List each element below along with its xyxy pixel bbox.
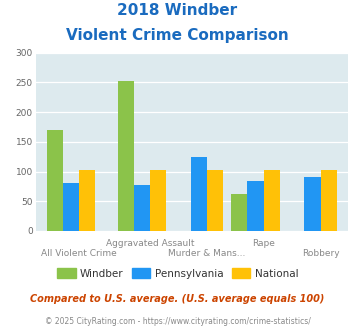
Bar bbox=[191, 157, 207, 231]
Text: Aggravated Assault: Aggravated Assault bbox=[106, 239, 195, 248]
Bar bbox=[150, 170, 166, 231]
Text: Robbery: Robbery bbox=[302, 249, 339, 258]
Text: Murder & Mans...: Murder & Mans... bbox=[168, 249, 246, 258]
Bar bbox=[207, 170, 223, 231]
Bar bbox=[47, 130, 63, 231]
Legend: Windber, Pennsylvania, National: Windber, Pennsylvania, National bbox=[53, 264, 302, 283]
Bar bbox=[304, 177, 321, 231]
Bar bbox=[118, 81, 134, 231]
Bar bbox=[231, 194, 247, 231]
Text: Violent Crime Comparison: Violent Crime Comparison bbox=[66, 28, 289, 43]
Bar bbox=[79, 170, 95, 231]
Bar bbox=[134, 185, 150, 231]
Text: Rape: Rape bbox=[252, 239, 275, 248]
Bar bbox=[247, 181, 264, 231]
Bar bbox=[63, 183, 79, 231]
Bar bbox=[321, 170, 337, 231]
Text: 2018 Windber: 2018 Windber bbox=[118, 3, 237, 18]
Text: All Violent Crime: All Violent Crime bbox=[41, 249, 117, 258]
Text: Compared to U.S. average. (U.S. average equals 100): Compared to U.S. average. (U.S. average … bbox=[30, 294, 325, 304]
Bar bbox=[264, 170, 280, 231]
Text: © 2025 CityRating.com - https://www.cityrating.com/crime-statistics/: © 2025 CityRating.com - https://www.city… bbox=[45, 317, 310, 326]
